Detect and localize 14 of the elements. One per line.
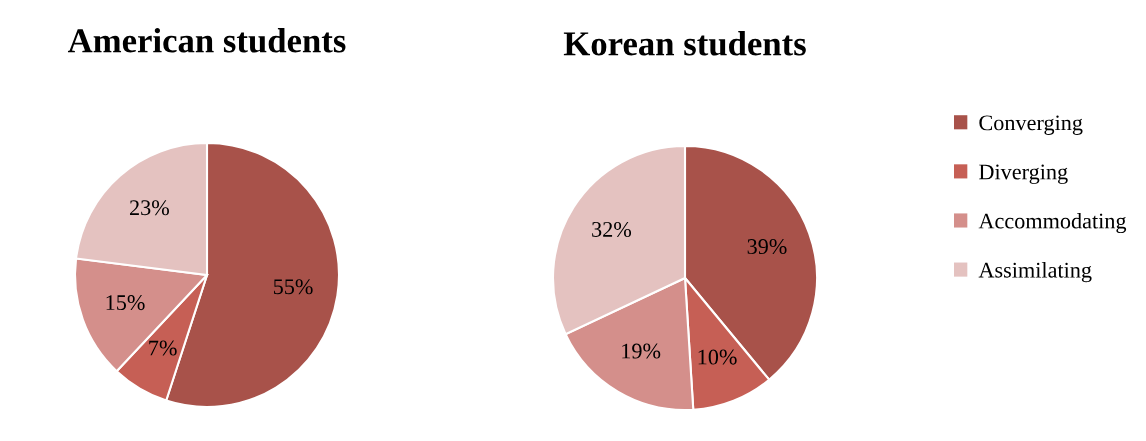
data-label: 32% xyxy=(592,221,632,237)
data-label: 23% xyxy=(130,200,169,216)
legend-label: Converging xyxy=(979,115,1083,135)
legend-label: Assimilating xyxy=(978,262,1092,283)
chart-title: Korean students xyxy=(563,31,806,56)
data-label: 19% xyxy=(622,343,661,359)
data-label: 39% xyxy=(747,239,787,255)
data-label: 15% xyxy=(106,295,145,311)
data-label: 55% xyxy=(273,279,313,295)
legend-label: Diverging xyxy=(979,164,1068,185)
chart-title: American students xyxy=(67,28,346,53)
data-label: 7% xyxy=(149,340,177,356)
legend-label: Accommodating xyxy=(978,212,1127,234)
data-label: 10% xyxy=(698,349,737,365)
